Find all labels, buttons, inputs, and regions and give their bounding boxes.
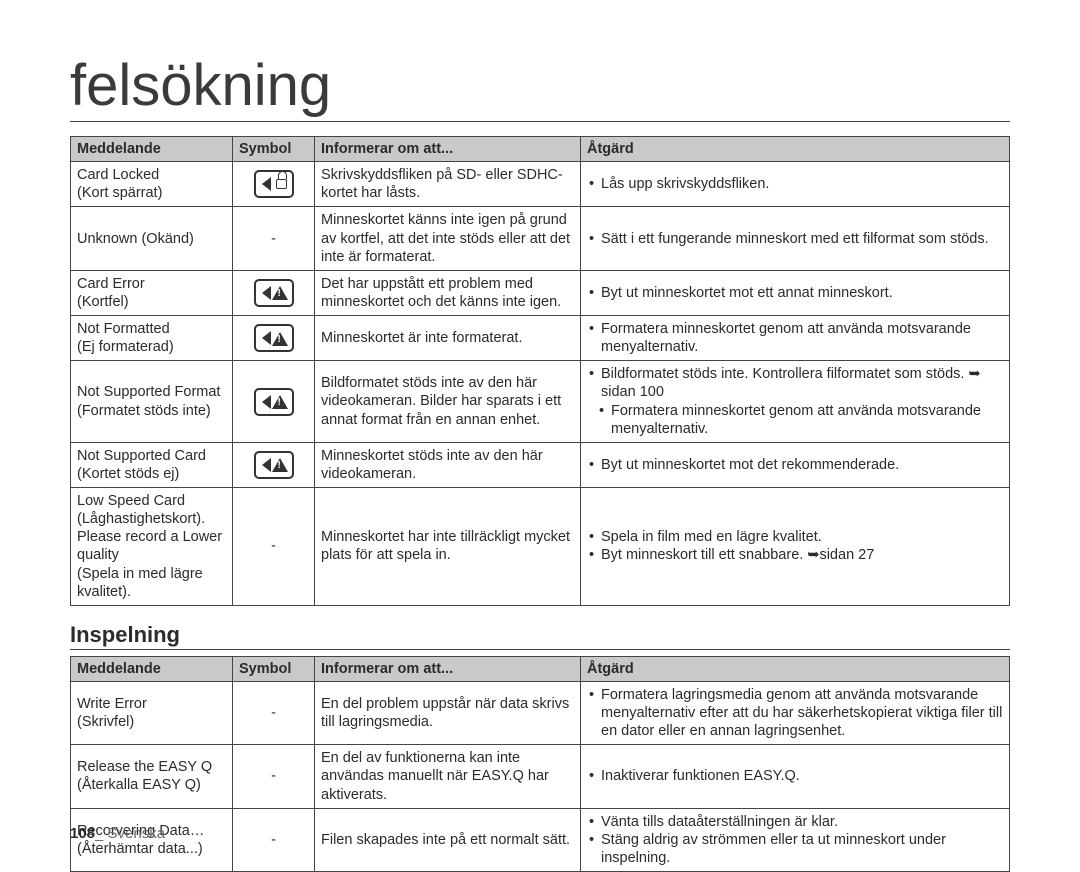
card-warn-icon xyxy=(254,279,294,307)
msg-cell: Not Supported Card(Kortet stöds ej) xyxy=(71,442,233,487)
msg-cell: Unknown (Okänd) xyxy=(71,207,233,270)
info-cell: Minneskortet känns inte igen på grund av… xyxy=(315,207,581,270)
action-item: Spela in film med en lägre kvalitet. xyxy=(601,528,1003,546)
info-cell: Minneskortet är inte formaterat. xyxy=(315,316,581,361)
action-item: Formatera lagringsmedia genom att använd… xyxy=(601,686,1003,740)
info-cell: Bildformatet stöds inte av den här video… xyxy=(315,361,581,443)
tbody-2: Write Error(Skrivfel)-En del problem upp… xyxy=(71,681,1010,871)
table-row: Unknown (Okänd)-Minneskortet känns inte … xyxy=(71,207,1010,270)
th-info: Informerar om att... xyxy=(315,656,581,681)
symbol-cell xyxy=(233,361,315,443)
action-item: Sätt i ett fungerande minneskort med ett… xyxy=(601,230,1003,248)
card-warn-icon xyxy=(254,451,294,479)
th-meddelande: Meddelande xyxy=(71,656,233,681)
th-symbol: Symbol xyxy=(233,656,315,681)
action-cell: Byt ut minneskortet mot ett annat minnes… xyxy=(581,270,1010,315)
symbol-cell: - xyxy=(233,488,315,606)
tbody-1: Card Locked(Kort spärrat) Skrivskyddsflik… xyxy=(71,162,1010,606)
table-inspelning: Meddelande Symbol Informerar om att... Å… xyxy=(70,656,1010,872)
symbol-cell: - xyxy=(233,681,315,744)
action-item: Formatera minneskortet genom att använda… xyxy=(601,402,1003,438)
page-number: 108 xyxy=(70,825,95,842)
footer-sep: _ xyxy=(95,825,108,842)
action-cell: Spela in film med en lägre kvalitet.Byt … xyxy=(581,488,1010,606)
action-item: Inaktiverar funktionen EASY.Q. xyxy=(601,767,1003,785)
action-item: Stäng aldrig av strömmen eller ta ut min… xyxy=(601,831,1003,867)
action-cell: Vänta tills dataåterställningen är klar.… xyxy=(581,808,1010,871)
symbol-cell xyxy=(233,316,315,361)
table-row: Card Locked(Kort spärrat) Skrivskyddsflik… xyxy=(71,162,1010,207)
msg-cell: Write Error(Skrivfel) xyxy=(71,681,233,744)
page-footer: 108_ Svenska xyxy=(70,825,165,842)
action-cell: Lås upp skrivskyddsfliken. xyxy=(581,162,1010,207)
action-item: Byt ut minneskortet mot ett annat minnes… xyxy=(601,284,1003,302)
info-cell: Det har uppstått ett problem med minnesk… xyxy=(315,270,581,315)
action-item: Vänta tills dataåterställningen är klar. xyxy=(601,813,1003,831)
card-lock-icon xyxy=(254,170,294,198)
action-item: Bildformatet stöds inte. Kontrollera fil… xyxy=(601,365,1003,401)
table-row: Recorvering Data…(Återhämtar data...)-Fi… xyxy=(71,808,1010,871)
card-warn-icon xyxy=(254,388,294,416)
info-cell: En del problem uppstår när data skrivs t… xyxy=(315,681,581,744)
section-inspelning: Inspelning xyxy=(70,622,1010,650)
th-meddelande: Meddelande xyxy=(71,137,233,162)
card-warn-icon xyxy=(254,324,294,352)
msg-cell: Low Speed Card (Låghastighetskort). Plea… xyxy=(71,488,233,606)
th-symbol: Symbol xyxy=(233,137,315,162)
info-cell: Filen skapades inte på ett normalt sätt. xyxy=(315,808,581,871)
symbol-cell: - xyxy=(233,207,315,270)
action-cell: Formatera lagringsmedia genom att använd… xyxy=(581,681,1010,744)
symbol-cell xyxy=(233,270,315,315)
msg-cell: Not Supported Format(Formatet stöds inte… xyxy=(71,361,233,443)
action-item: Formatera minneskortet genom att använda… xyxy=(601,320,1003,356)
page-title: felsökning xyxy=(70,52,1010,122)
action-cell: Bildformatet stöds inte. Kontrollera fil… xyxy=(581,361,1010,443)
table-row: Low Speed Card (Låghastighetskort). Plea… xyxy=(71,488,1010,606)
th-info: Informerar om att... xyxy=(315,137,581,162)
symbol-cell: - xyxy=(233,745,315,808)
table-row: Not Supported Format(Formatet stöds inte… xyxy=(71,361,1010,443)
table-row: Release the EASY Q(Återkalla EASY Q)-En … xyxy=(71,745,1010,808)
table-row: Card Error(Kortfel) Det har uppstått ett … xyxy=(71,270,1010,315)
action-item: Byt ut minneskortet mot det rekommendera… xyxy=(601,456,1003,474)
info-cell: En del av funktionerna kan inte användas… xyxy=(315,745,581,808)
action-cell: Formatera minneskortet genom att använda… xyxy=(581,316,1010,361)
info-cell: Skrivskyddsfliken på SD- eller SDHC-kort… xyxy=(315,162,581,207)
th-action: Åtgärd xyxy=(581,656,1010,681)
info-cell: Minneskortet stöds inte av den här video… xyxy=(315,442,581,487)
table-row: Not Formatted(Ej formaterad) Minneskortet… xyxy=(71,316,1010,361)
table-row: Not Supported Card(Kortet stöds ej) Minne… xyxy=(71,442,1010,487)
symbol-cell xyxy=(233,442,315,487)
footer-lang: Svenska xyxy=(108,825,166,842)
msg-cell: Card Error(Kortfel) xyxy=(71,270,233,315)
symbol-cell: - xyxy=(233,808,315,871)
action-item: Byt minneskort till ett snabbare. ➥sidan… xyxy=(601,546,1003,564)
info-cell: Minneskortet har inte tillräckligt mycke… xyxy=(315,488,581,606)
msg-cell: Not Formatted(Ej formaterad) xyxy=(71,316,233,361)
th-action: Åtgärd xyxy=(581,137,1010,162)
table-media: Meddelande Symbol Informerar om att... Å… xyxy=(70,136,1010,606)
symbol-cell xyxy=(233,162,315,207)
msg-cell: Card Locked(Kort spärrat) xyxy=(71,162,233,207)
table-row: Write Error(Skrivfel)-En del problem upp… xyxy=(71,681,1010,744)
action-cell: Sätt i ett fungerande minneskort med ett… xyxy=(581,207,1010,270)
action-cell: Byt ut minneskortet mot det rekommendera… xyxy=(581,442,1010,487)
msg-cell: Release the EASY Q(Återkalla EASY Q) xyxy=(71,745,233,808)
action-cell: Inaktiverar funktionen EASY.Q. xyxy=(581,745,1010,808)
action-item: Lås upp skrivskyddsfliken. xyxy=(601,175,1003,193)
